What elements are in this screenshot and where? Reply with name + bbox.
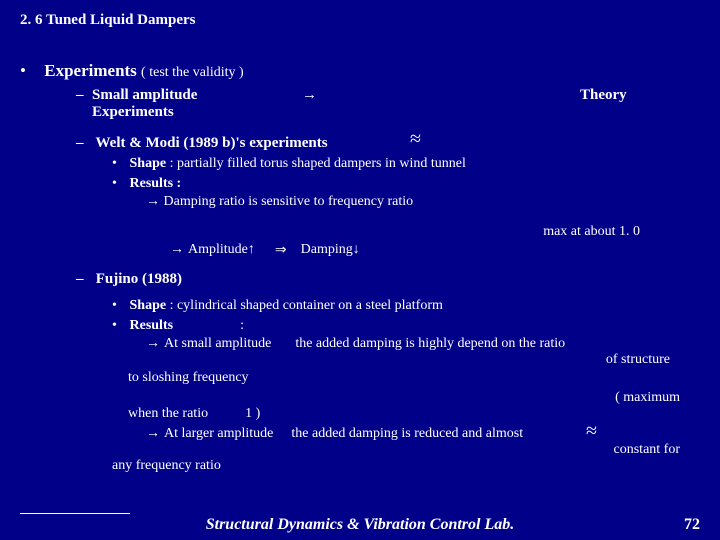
arrow-icon: → xyxy=(146,336,160,352)
arrow-icon: → xyxy=(146,426,160,442)
footer: Structural Dynamics & Vibration Control … xyxy=(0,516,720,534)
bullet-dot: • xyxy=(112,176,126,192)
experiments-label: Experiments xyxy=(44,61,137,80)
welt-shape-text: : partially filled torus shaped dampers … xyxy=(170,156,466,171)
fujino-larger: At larger amplitude xyxy=(164,426,273,442)
fujino-results-row: • Results : xyxy=(112,318,700,334)
footer-lab: Structural Dynamics & Vibration Control … xyxy=(206,516,515,534)
fujino-when: when the ratio xyxy=(128,406,208,421)
arrow-icon: → xyxy=(146,194,160,209)
dash: – xyxy=(76,87,92,121)
welt-header: Welt & Modi (1989 b)'s experiments xyxy=(95,135,327,151)
fujino-line-a2: of structure xyxy=(20,352,700,368)
arrow-icon: → xyxy=(170,242,184,259)
welt-results-label: Results : xyxy=(130,176,182,191)
welt-results-row: • Results : xyxy=(112,176,700,192)
slide-title: 2. 6 Tuned Liquid Dampers xyxy=(20,12,700,29)
page-number: 72 xyxy=(684,516,700,534)
welt-result1-text: Damping ratio is sensitive to frequency … xyxy=(164,194,414,209)
small-amp-line1: Small amplitude xyxy=(92,87,302,104)
colon: : xyxy=(240,318,244,333)
small-amp-col: Small amplitude Experiments xyxy=(92,87,302,121)
approx-icon: ≈ xyxy=(586,420,597,443)
fujino-larger-row: → At larger amplitude the added damping … xyxy=(146,426,700,442)
welt-amp-damp-row: → Amplitude ↑ ⇒ Damping ↓ xyxy=(170,242,700,259)
fujino-small-amp-row: → At small amplitude the added damping i… xyxy=(146,336,700,352)
small-amp-line2: Experiments xyxy=(92,104,302,121)
fujino-shape-label: Shape xyxy=(130,298,167,313)
fujino-line-a: the added damping is highly depend on th… xyxy=(295,336,565,352)
welt-header-row: – Welt & Modi (1989 b)'s experiments xyxy=(76,135,700,152)
small-amplitude-block: – Small amplitude Experiments → Theory xyxy=(76,87,700,121)
welt-result1: → Damping ratio is sensitive to frequenc… xyxy=(146,194,700,210)
fujino-line-b: the added damping is reduced and almost xyxy=(291,426,523,442)
up-arrow-icon: ↑ xyxy=(248,242,255,259)
fujino-one: 1 ) xyxy=(245,406,260,421)
arrow-icon: → xyxy=(302,87,362,121)
implies-icon: ⇒ xyxy=(275,242,287,259)
fujino-slosh: to sloshing frequency xyxy=(128,370,700,386)
dash: – xyxy=(76,135,92,152)
main-bullet: • Experiments ( test the validity ) xyxy=(20,61,700,81)
welt-shape-label: Shape xyxy=(130,156,167,171)
dash: – xyxy=(76,271,92,288)
fujino-line-b2: constant for xyxy=(20,442,700,458)
fujino-shape-row: • Shape : cylindrical shaped container o… xyxy=(112,298,700,314)
bullet-dot: • xyxy=(112,156,126,172)
fujino-header-row: – Fujino (1988) xyxy=(76,271,700,288)
down-arrow-icon: ↓ xyxy=(353,242,360,259)
approx-icon: ≈ xyxy=(410,128,421,151)
fujino-shape-text: : cylindrical shaped container on a stee… xyxy=(170,298,443,313)
damping-label: Damping xyxy=(301,242,353,259)
bullet-dot: • xyxy=(20,61,40,81)
fujino-max-label: ( maximum xyxy=(20,390,700,406)
amplitude-label: Amplitude xyxy=(188,242,248,259)
test-validity: ( test the validity ) xyxy=(141,65,244,80)
fujino-header: Fujino (1988) xyxy=(96,271,182,287)
bullet-dot: • xyxy=(112,298,126,314)
welt-shape-row: • Shape : partially filled torus shaped … xyxy=(112,156,700,172)
bullet-dot: • xyxy=(112,318,126,334)
footer-rule xyxy=(20,513,130,514)
fujino-anyfreq: any frequency ratio xyxy=(112,458,700,474)
theory-label: Theory xyxy=(580,87,700,121)
welt-max: max at about 1. 0 xyxy=(20,224,700,240)
fujino-results-label: Results xyxy=(130,318,174,333)
fujino-small-amp: At small amplitude xyxy=(164,336,271,352)
fujino-when-row: when the ratio 1 ) xyxy=(128,406,700,422)
